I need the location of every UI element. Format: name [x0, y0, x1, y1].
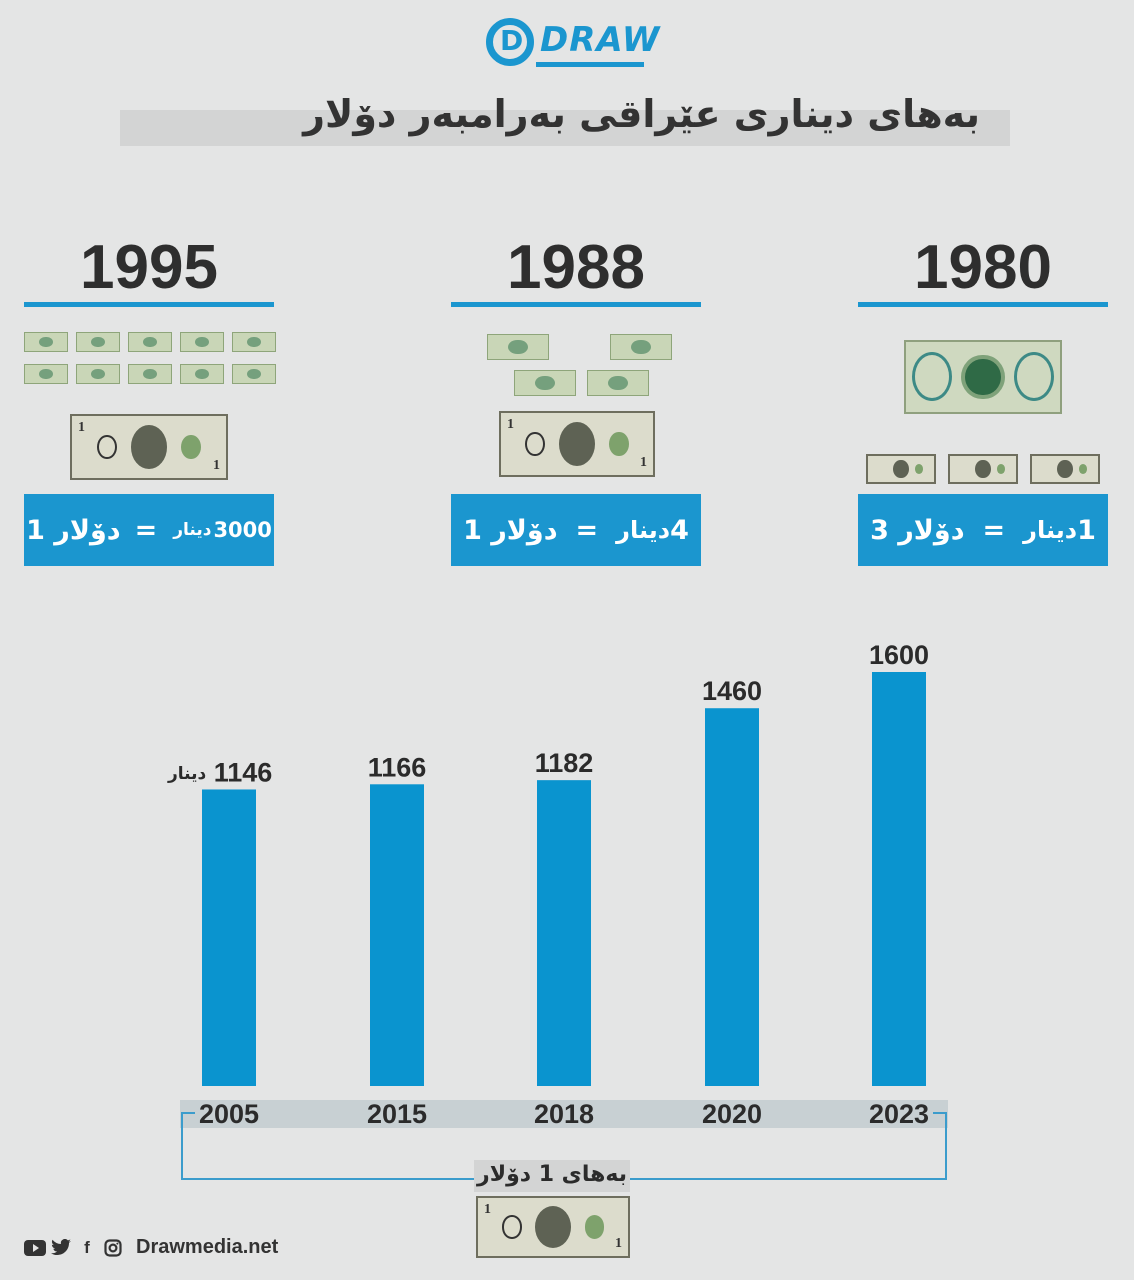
rate-dinar-amount: 3000	[213, 518, 272, 542]
dinar-note-image	[180, 332, 224, 352]
dinar-note-image	[24, 364, 68, 384]
dinar-note-image	[128, 364, 172, 384]
exchange-rate-box: دۆلار 1 = دینار 3000	[24, 494, 274, 566]
dinar-note-image	[232, 332, 276, 352]
dinar-note-image	[232, 364, 276, 384]
era-1995: 1995 دۆلار 1 = دینار 3000	[24, 232, 274, 572]
dollar-note-image	[866, 454, 936, 484]
page-title: بەهای دیناری عێراقی بەرامبەر دۆلار	[303, 92, 980, 136]
twitter-icon[interactable]	[50, 1237, 72, 1259]
era-year: 1995	[80, 233, 218, 302]
dinar-note-image	[76, 332, 120, 352]
era-year: 1980	[914, 233, 1052, 302]
x-axis-title: بەهای 1 دۆلار	[477, 1162, 627, 1187]
logo-d: D	[500, 24, 524, 57]
era-divider	[24, 302, 274, 307]
dinar-note-image	[487, 334, 549, 360]
rate-dinar-unit: دینار	[616, 516, 671, 544]
dinar-note-image	[128, 332, 172, 352]
era-1988: 1988 دۆلار 1 = دینار 4	[451, 232, 701, 572]
website-url[interactable]: Drawmedia.net	[136, 1236, 279, 1258]
unit-label: دینار	[168, 764, 207, 784]
title-band	[120, 110, 1010, 146]
value-label-2023: 1600	[869, 640, 929, 670]
rate-dinar-unit: دینار	[1023, 516, 1078, 544]
era-divider	[451, 302, 701, 307]
bracket-cap-left	[181, 1112, 195, 1114]
dinar-note-image	[24, 332, 68, 352]
rate-dollar: دۆلار 1	[26, 514, 121, 546]
dinar-note-image	[610, 334, 672, 360]
x-tick-2005: 2005	[199, 1099, 259, 1129]
logo-circle	[486, 18, 534, 66]
caption-band	[474, 1160, 630, 1192]
x-tick-2015: 2015	[367, 1099, 427, 1129]
youtube-icon[interactable]	[24, 1237, 46, 1259]
x-tick-2020: 2020	[702, 1099, 762, 1129]
x-tick-2023: 2023	[869, 1099, 929, 1129]
x-axis-band	[180, 1100, 948, 1128]
facebook-icon[interactable]: f	[84, 1237, 90, 1257]
dinar-note-image	[76, 364, 120, 384]
era-divider	[858, 302, 1108, 307]
bracket-cap-right	[933, 1112, 947, 1114]
dollar-note-image	[948, 454, 1018, 484]
rate-dollar: دۆلار 1	[463, 514, 558, 546]
instagram-icon[interactable]	[102, 1237, 124, 1259]
era-1980: 1980 دۆلار 3 = دینار 1	[858, 232, 1108, 572]
dollar-note-image	[1030, 454, 1100, 484]
rate-equals: =	[134, 514, 158, 546]
bar-2015	[370, 784, 424, 1086]
rate-equals: =	[982, 514, 1006, 546]
dinar-note-image	[904, 340, 1062, 414]
rate-dinar-unit: دینار	[173, 520, 212, 540]
rate-equals: =	[575, 514, 599, 546]
bar-2018	[537, 780, 591, 1086]
bar-chart: 1146 2005 1166 2015 1182 2018 1460 2020 1600 2023	[199, 640, 929, 1129]
exchange-rate-box: دۆلار 3 = دینار 1	[858, 494, 1108, 566]
rate-dinar-amount: 1	[1077, 514, 1096, 546]
draw-logo: D DRAW	[484, 12, 659, 72]
bar-2023	[872, 672, 926, 1086]
x-tick-2018: 2018	[534, 1099, 594, 1129]
rate-dollar: دۆلار 3	[870, 514, 965, 546]
value-label-2018: 1182	[535, 748, 594, 778]
dinar-note-image	[180, 364, 224, 384]
dinar-note-image	[587, 370, 649, 396]
bar-2020	[705, 708, 759, 1086]
dinar-note-image	[514, 370, 576, 396]
exchange-rate-box: دۆلار 1 = دینار 4	[451, 494, 701, 566]
value-label-2015: 1166	[368, 752, 427, 782]
value-label-2020: 1460	[702, 676, 762, 706]
bar-2005	[202, 789, 256, 1086]
era-year: 1988	[507, 233, 645, 302]
logo-text: DRAW	[540, 20, 661, 60]
footer: f Drawmedia.net	[24, 1236, 278, 1259]
logo-underline	[536, 62, 644, 67]
rate-dinar-amount: 4	[670, 514, 689, 546]
value-label-2005: 1146	[214, 757, 273, 787]
